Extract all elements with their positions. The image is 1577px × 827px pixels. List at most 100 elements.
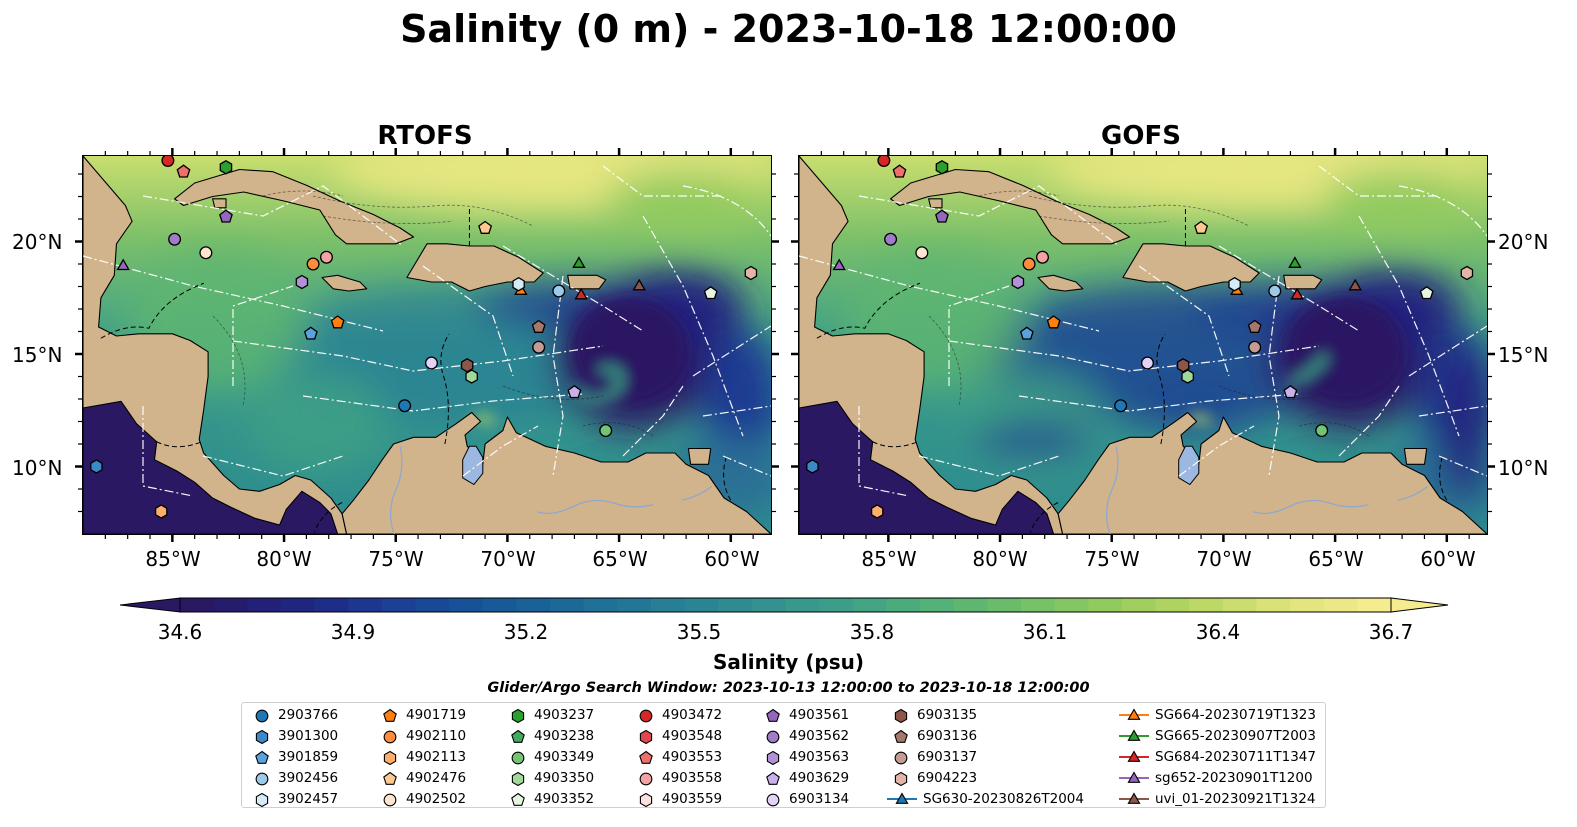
marker-4902113 [870, 504, 884, 519]
marker-3901300 [90, 459, 103, 474]
legend-label: 3902456 [278, 770, 339, 786]
marker-3902456 [552, 284, 566, 298]
legend-marker-icon [255, 709, 269, 723]
legend-item-4903562: 4903562 [763, 726, 849, 746]
legend-marker-icon [766, 708, 780, 722]
legend-marker-icon [639, 772, 653, 786]
legend-marker-icon [383, 793, 397, 807]
colorbar [119, 597, 1449, 613]
lat-label-right-15: 15°N [1498, 343, 1549, 367]
legend-item-4903629: 4903629 [763, 768, 849, 788]
marker-4902502 [915, 246, 929, 260]
marker-SG684-20230711T1347 [1290, 287, 1304, 300]
lat-label-left-15: 15°N [12, 343, 63, 367]
legend-item-SG664-20230719T1323: SG664-20230719T1323 [1119, 705, 1316, 725]
legend-marker-icon [639, 750, 653, 764]
legend-item-4903237: 4903237 [508, 705, 594, 725]
marker-4903558 [1035, 250, 1049, 264]
legend-marker-icon [1119, 792, 1149, 804]
lon-label-rtofs-70w: 70°W [480, 547, 536, 571]
legend-item-4903548: 4903548 [636, 726, 722, 746]
legend-marker-icon [511, 751, 525, 765]
map-panel-gofs [798, 155, 1488, 535]
legend-label: 4902113 [406, 749, 467, 765]
marker-4903472 [877, 156, 891, 167]
lon-label-gofs-85w: 85°W [861, 547, 917, 571]
marker-4903558 [319, 250, 333, 264]
legend-label: 4903562 [789, 728, 850, 744]
legend-item-4903350: 4903350 [508, 768, 594, 788]
marker-6903137 [1248, 340, 1262, 354]
legend-label: 6904223 [917, 770, 978, 786]
legend-marker-icon [894, 751, 908, 765]
legend-item-4903558: 4903558 [636, 768, 722, 788]
legend-marker-icon [1119, 708, 1149, 720]
legend-item-3902456: 3902456 [252, 768, 338, 788]
legend-item-4902502: 4902502 [380, 789, 466, 809]
marker-2903766 [398, 399, 412, 413]
search-window-caption: Glider/Argo Search Window: 2023-10-13 12… [487, 680, 1090, 696]
marker-3901859 [303, 326, 318, 340]
colorbar-tick-label: 36.7 [1368, 620, 1414, 644]
lon-label-gofs-75w: 75°W [1084, 547, 1140, 571]
marker-4901719 [1046, 315, 1061, 329]
legend-marker-icon [639, 709, 653, 723]
legend-label: 4903629 [789, 770, 850, 786]
legend-label: 3901300 [278, 728, 339, 744]
legend-label: 4902476 [406, 770, 467, 786]
lon-label-rtofs-80w: 80°W [256, 547, 312, 571]
legend-item-4903238: 4903238 [508, 726, 594, 746]
legend-label: uvi_01-20230921T1324 [1155, 791, 1316, 807]
legend-label: 4903561 [789, 707, 850, 723]
legend-item-4902113: 4902113 [380, 747, 466, 767]
marker-4903563 [295, 274, 309, 290]
marker-2903766 [1114, 399, 1128, 413]
legend-marker-icon [383, 730, 397, 744]
marker-4903553 [892, 164, 907, 178]
marker-4902110 [306, 257, 320, 271]
marker-sg652-20230901T1200 [116, 258, 130, 271]
legend-item-4903553: 4903553 [636, 747, 722, 767]
legend-marker-icon [511, 792, 525, 806]
colorbar-label: Salinity (psu) [712, 650, 864, 674]
colorbar-tick-label: 35.8 [849, 620, 895, 644]
legend-item-4903349: 4903349 [508, 747, 594, 767]
legend-label: 4903472 [662, 707, 723, 723]
marker-SG665-20230907T2003 [1288, 256, 1302, 268]
marker-uvi_01-20230921T1324 [1348, 278, 1362, 291]
marker-4901719 [330, 315, 345, 329]
legend-marker-icon [511, 708, 525, 724]
marker-3901300 [806, 459, 819, 474]
legend-marker-icon [887, 792, 917, 804]
legend-label: SG630-20230826T2004 [923, 791, 1084, 807]
legend-item-3901300: 3901300 [252, 726, 338, 746]
lon-label-gofs-60w: 60°W [1420, 547, 1476, 571]
map-panel-rtofs [82, 155, 772, 535]
legend-item-SG665-20230907T2003: SG665-20230907T2003 [1119, 726, 1316, 746]
marker-4902502 [199, 246, 213, 260]
legend-item-6903136: 6903136 [891, 726, 977, 746]
marker-4903352 [703, 286, 718, 300]
legend-label: 4903238 [534, 728, 595, 744]
salinity-map-gofs [799, 156, 1487, 534]
legend-marker-icon [255, 750, 269, 764]
marker-4903349 [599, 423, 613, 437]
legend-label: 6903137 [917, 749, 978, 765]
float-markers [806, 156, 1474, 519]
legend-label: 3902457 [278, 791, 339, 807]
legend-label: 3901859 [278, 749, 339, 765]
marker-3902457 [512, 276, 525, 292]
colorbar-tick-label: 35.2 [503, 620, 549, 644]
marker-4903562 [168, 232, 182, 246]
marker-3902456 [1268, 284, 1282, 298]
legend-label: 6903134 [789, 791, 850, 807]
marker-4903350 [1181, 369, 1194, 384]
legend-marker-icon [255, 792, 269, 808]
legend-marker-icon [1119, 750, 1149, 762]
lat-label-right-10: 10°N [1498, 456, 1549, 480]
legend-label: 4903237 [534, 707, 595, 723]
legend-marker-icon [766, 771, 780, 785]
marker-6904223 [744, 265, 758, 281]
legend-item-SG630-20230826T2004: SG630-20230826T2004 [887, 789, 1084, 809]
